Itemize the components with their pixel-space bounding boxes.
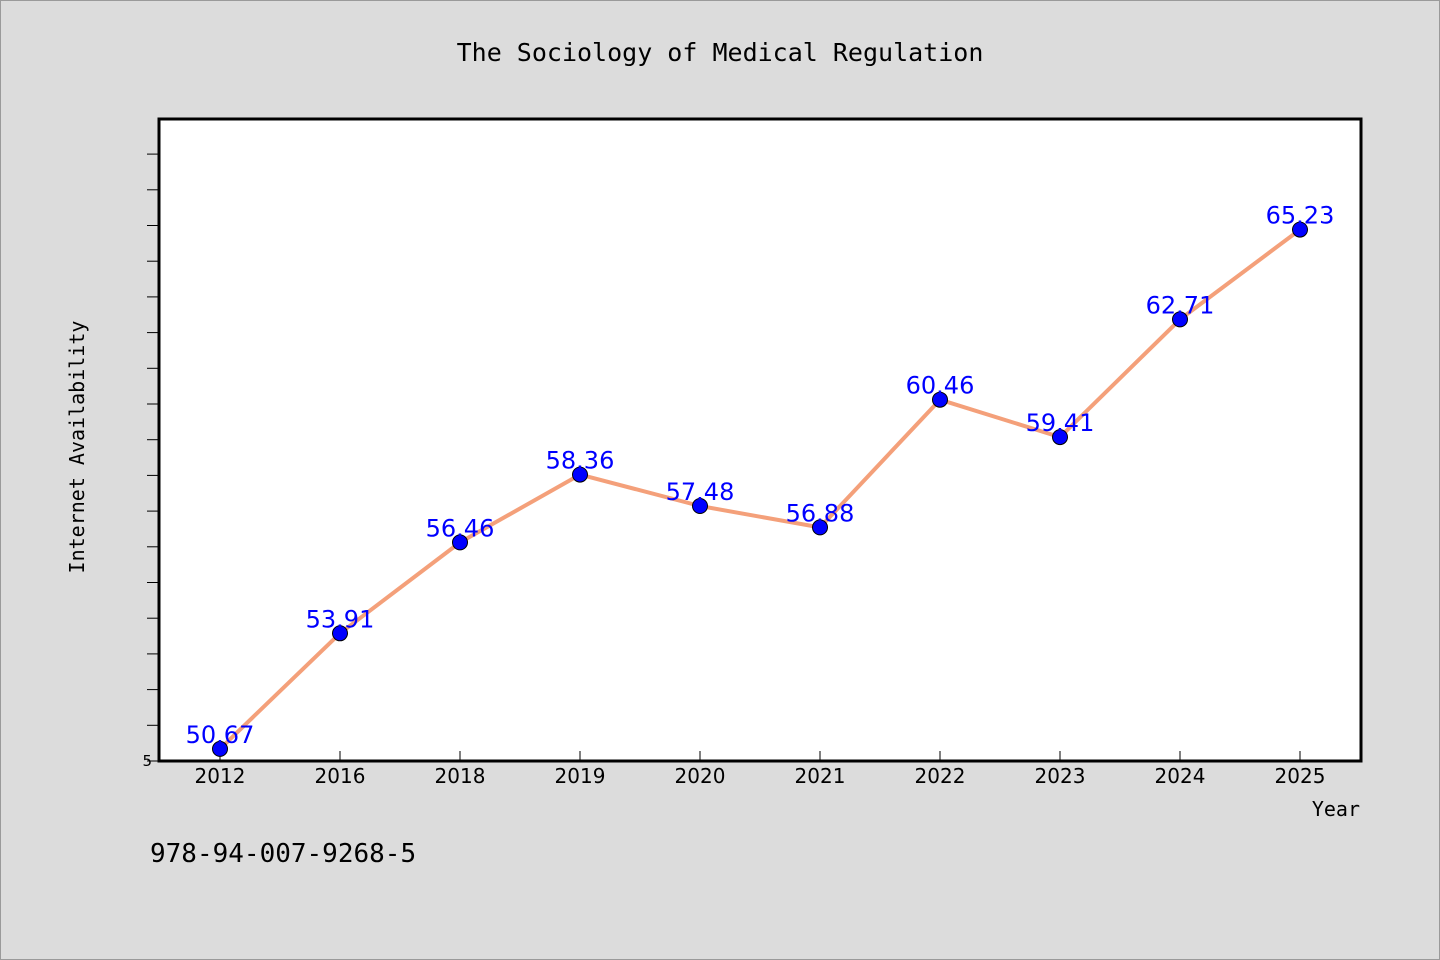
x-tick-label: 2022 bbox=[915, 764, 966, 788]
data-point bbox=[212, 740, 228, 757]
x-tick-label: 2012 bbox=[195, 764, 246, 788]
data-point bbox=[1292, 221, 1308, 238]
data-label: 56.46 bbox=[426, 514, 495, 542]
data-label: 58.36 bbox=[546, 447, 615, 475]
isbn-footer: 978-94-007-9268-5 bbox=[150, 839, 416, 869]
plot-area bbox=[157, 117, 1363, 763]
x-tick-label: 2020 bbox=[675, 764, 726, 788]
chart-title: The Sociology of Medical Regulation bbox=[457, 38, 984, 67]
data-label: 62.71 bbox=[1146, 291, 1215, 319]
data-label: 56.88 bbox=[786, 499, 855, 527]
data-point bbox=[1052, 429, 1068, 446]
series-group: 50.67 53.91 56.46 58.36 57.48 56.88 60.46 59.41… bbox=[186, 202, 1335, 757]
data-point bbox=[332, 625, 348, 642]
data-point bbox=[452, 534, 468, 551]
data-label: 60.46 bbox=[906, 372, 975, 400]
data-point bbox=[692, 498, 708, 514]
x-tick-label: 2016 bbox=[315, 764, 366, 788]
y-axis-label: Internet Availability bbox=[65, 321, 89, 574]
x-tick-label: 2019 bbox=[555, 764, 606, 788]
data-point bbox=[932, 391, 948, 408]
data-label: 50.67 bbox=[186, 721, 255, 749]
data-point bbox=[572, 466, 588, 483]
data-label: 53.91 bbox=[306, 605, 375, 633]
series-line bbox=[218, 227, 1302, 751]
x-axis-label: Year bbox=[1312, 797, 1360, 821]
data-label: 65.23 bbox=[1266, 202, 1335, 230]
x-tick-label: 2018 bbox=[435, 764, 486, 788]
data-label: 57.48 bbox=[666, 478, 735, 506]
data-label: 59.41 bbox=[1026, 409, 1095, 437]
x-tick-label: 2025 bbox=[1275, 764, 1326, 788]
data-point bbox=[812, 519, 828, 536]
x-tick-label: 2024 bbox=[1155, 764, 1206, 788]
data-point bbox=[1172, 311, 1188, 328]
x-tick-label: 2023 bbox=[1035, 764, 1086, 788]
x-axis: 2012 2016 2018 2019 2020 2021 2022 2023 2024 2025 bbox=[195, 751, 1326, 788]
x-tick-label: 2021 bbox=[795, 764, 846, 788]
y-axis-min-label: 5 bbox=[142, 752, 152, 770]
y-axis-ticks bbox=[147, 153, 159, 762]
